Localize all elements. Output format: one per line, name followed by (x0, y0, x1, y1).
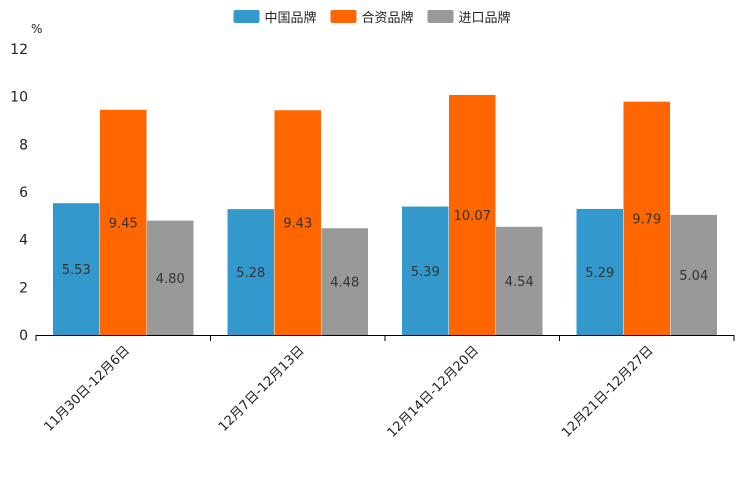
legend-swatch (330, 10, 357, 23)
bar (53, 203, 100, 335)
bar (321, 228, 368, 335)
y-tick-label: 10 (10, 90, 28, 106)
bar (227, 209, 274, 335)
bar (496, 226, 543, 335)
legend-label: 中国品牌 (265, 10, 317, 26)
data-label: 9.43 (283, 217, 312, 232)
bar (147, 220, 194, 335)
x-tick-label: 12月7日-12月13日 (216, 343, 308, 435)
bar (402, 206, 449, 335)
data-label: 9.79 (632, 212, 661, 227)
legend-label: 进口品牌 (459, 10, 511, 26)
bar (576, 208, 623, 335)
bar (449, 94, 496, 335)
y-tick-label: 4 (19, 233, 28, 249)
x-axis: 11月30日-12月6日 12月7日-12月13日 12月14日-12月20日 12月… (35, 335, 735, 441)
bar-series: 5.53 9.45 4.80 5.28 9.43 4.48 5.39 10.07 4.54 5.2… (53, 94, 717, 336)
x-tick-label: 12月21日-12月27日 (559, 343, 656, 440)
legend-item: 合资品牌 (330, 10, 414, 26)
legend-label: 合资品牌 (362, 10, 414, 26)
y-tick-label: 0 (19, 328, 28, 344)
data-label: 9.45 (109, 216, 138, 231)
data-label: 5.04 (679, 269, 708, 284)
bar (274, 110, 321, 335)
y-tick-label: 6 (19, 185, 28, 201)
y-tick-label: 8 (19, 137, 28, 153)
data-label: 4.48 (330, 276, 359, 291)
data-label: 5.29 (585, 266, 614, 281)
x-tick-label: 12月14日-12月20日 (385, 343, 482, 440)
x-tick-label: 11月30日-12月6日 (41, 343, 133, 435)
legend: 中国品牌 合资品牌 进口品牌 (233, 10, 511, 26)
data-label: 5.39 (411, 265, 440, 280)
y-axis: 0 2 4 6 8 10 12 (10, 42, 28, 344)
data-label: 5.53 (62, 263, 91, 278)
legend-swatch (233, 10, 260, 23)
y-unit-label: % (31, 22, 42, 36)
data-label: 10.07 (454, 209, 491, 224)
legend-swatch (427, 10, 454, 23)
data-label: 4.80 (156, 272, 185, 287)
legend-item: 进口品牌 (427, 10, 511, 26)
legend-item: 中国品牌 (233, 10, 317, 26)
data-label: 4.54 (505, 275, 534, 290)
bar (623, 101, 670, 336)
y-tick-label: 2 (19, 280, 28, 296)
bar (100, 109, 147, 336)
y-tick-label: 12 (10, 42, 28, 58)
bar (670, 214, 717, 335)
data-label: 5.28 (236, 266, 265, 281)
